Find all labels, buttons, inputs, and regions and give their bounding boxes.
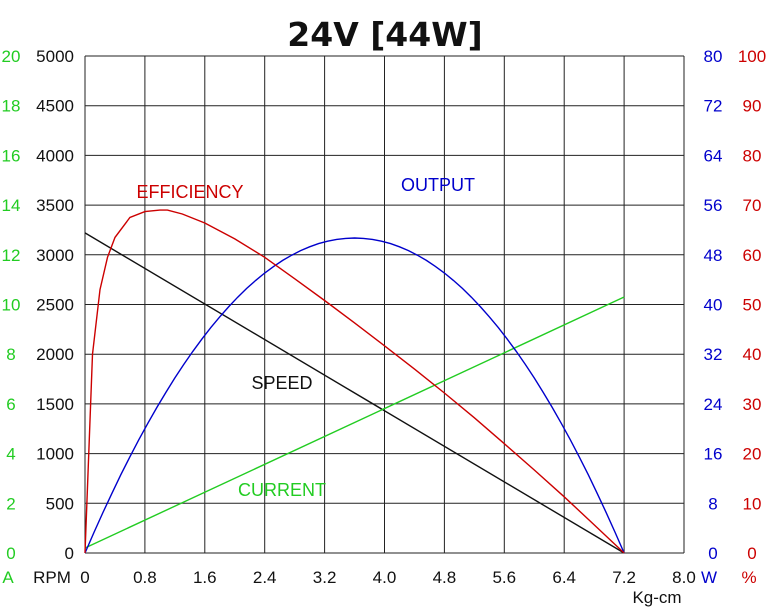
annotation-output: OUTPUT (401, 175, 475, 195)
speed-tick-label: 500 (46, 494, 74, 513)
current-tick-label: 0 (6, 544, 15, 563)
output-tick-label: 56 (704, 196, 723, 215)
speed-tick-label: 2500 (36, 296, 74, 315)
tick-labels: 0 0 0 02 500 8 104 1000 16 206 1500 24 308 2000 32 4010… (2, 47, 767, 607)
output-tick-label: 24 (704, 395, 723, 414)
x-tick-label: 3.2 (313, 568, 337, 587)
speed-tick-label: 0 (65, 544, 74, 563)
efficiency-tick-label: 0 (747, 544, 756, 563)
speed-tick-label: 1000 (36, 445, 74, 464)
efficiency-unit-label: % (741, 568, 756, 587)
series-line-current (84, 296, 625, 549)
speed-tick-label: 5000 (36, 47, 74, 66)
output-tick-label: 0 (708, 544, 717, 563)
current-tick-label: 16 (2, 146, 21, 165)
output-tick-label: 16 (704, 445, 723, 464)
series-layer (84, 209, 625, 554)
x-tick-label: 2.4 (253, 568, 277, 587)
annotation-current: CURRENT (238, 480, 326, 500)
efficiency-tick-label: 60 (743, 246, 762, 265)
current-tick-label: 4 (6, 445, 15, 464)
x-tick-label: 6.4 (552, 568, 576, 587)
output-tick-label: 8 (708, 494, 717, 513)
annotation-efficiency: EFFICIENCY (136, 182, 243, 202)
speed-unit-label: RPM (33, 568, 71, 587)
current-tick-label: 20 (2, 47, 21, 66)
x-tick-label: 4.0 (373, 568, 397, 587)
x-axis-label: Kg-cm (632, 588, 681, 607)
annotation-speed: SPEED (251, 373, 312, 393)
current-tick-label: 8 (6, 345, 15, 364)
speed-tick-label: 3000 (36, 246, 74, 265)
x-tick-label: 0 (80, 568, 89, 587)
series-line-speed (84, 232, 625, 554)
efficiency-tick-label: 100 (738, 47, 766, 66)
grid (84, 55, 685, 554)
current-tick-label: 12 (2, 246, 21, 265)
speed-tick-label: 1500 (36, 395, 74, 414)
output-tick-label: 72 (704, 97, 723, 116)
efficiency-tick-label: 50 (743, 296, 762, 315)
x-tick-label: 4.8 (433, 568, 457, 587)
current-tick-label: 10 (2, 296, 21, 315)
chart-title: 24V [44W] (287, 15, 482, 54)
x-tick-label: 5.6 (492, 568, 516, 587)
output-tick-label: 48 (704, 246, 723, 265)
efficiency-tick-label: 40 (743, 345, 762, 364)
output-tick-label: 40 (704, 296, 723, 315)
x-tick-label: 8.0 (672, 568, 696, 587)
speed-tick-label: 4500 (36, 97, 74, 116)
efficiency-tick-label: 90 (743, 97, 762, 116)
annotations: EFFICIENCY OUTPUT SPEED CURRENT (136, 175, 475, 500)
efficiency-tick-label: 70 (743, 196, 762, 215)
current-unit-label: A (2, 568, 14, 587)
current-tick-label: 14 (2, 196, 21, 215)
current-tick-label: 6 (6, 395, 15, 414)
x-tick-label: 7.2 (612, 568, 636, 587)
efficiency-tick-label: 20 (743, 445, 762, 464)
series-line-output (84, 237, 625, 554)
speed-tick-label: 3500 (36, 196, 74, 215)
series-line-efficiency (84, 209, 625, 554)
output-tick-label: 64 (704, 146, 723, 165)
output-tick-label: 80 (704, 47, 723, 66)
efficiency-tick-label: 80 (743, 146, 762, 165)
speed-tick-label: 2000 (36, 345, 74, 364)
efficiency-tick-label: 30 (743, 395, 762, 414)
x-tick-label: 1.6 (193, 568, 217, 587)
current-tick-label: 18 (2, 97, 21, 116)
efficiency-tick-label: 10 (743, 494, 762, 513)
output-unit-label: W (701, 568, 717, 587)
speed-tick-label: 4000 (36, 146, 74, 165)
output-tick-label: 32 (704, 345, 723, 364)
x-tick-label: 0.8 (133, 568, 157, 587)
current-tick-label: 2 (6, 494, 15, 513)
